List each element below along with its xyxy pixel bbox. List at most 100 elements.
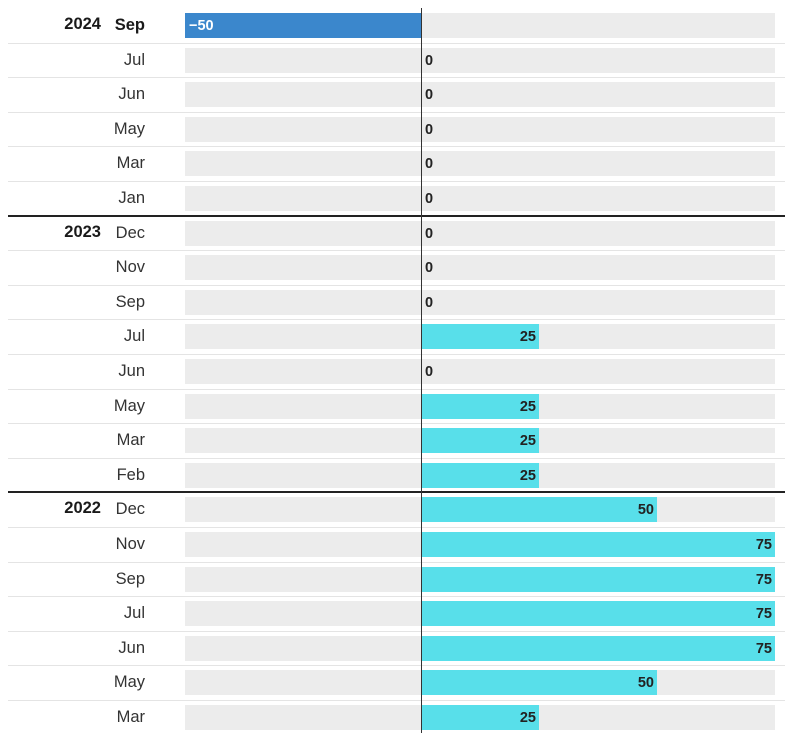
chart-row: May 0	[0, 111, 785, 147]
data-bar	[421, 566, 775, 592]
chart-row: 2023 Dec 0	[0, 214, 785, 251]
month-label: Jan	[118, 189, 145, 207]
data-label: 75	[755, 606, 772, 623]
month-label: Mar	[116, 154, 145, 173]
chart-row: Sep 0	[0, 284, 785, 320]
bar-track	[185, 359, 775, 384]
bar-track	[185, 151, 775, 177]
data-label: 75	[755, 537, 772, 553]
row-divider	[8, 284, 785, 286]
data-label: 0	[425, 260, 434, 277]
data-label: 25	[519, 433, 536, 450]
data-bar	[185, 13, 421, 38]
bar-track	[185, 220, 775, 246]
data-label: 0	[425, 121, 434, 138]
row-divider	[8, 250, 785, 252]
month-label: Dec	[115, 223, 145, 242]
chart-row: 2024 Sep −50	[0, 8, 785, 43]
row-divider	[8, 354, 785, 355]
data-label: 75	[755, 640, 772, 657]
bar-track	[185, 255, 775, 281]
chart-row: May 50	[0, 665, 785, 700]
month-label: Jun	[118, 85, 145, 104]
month-label: Dec	[115, 500, 145, 519]
bar-track	[185, 116, 775, 142]
month-label: Mar	[116, 431, 145, 450]
row-divider	[8, 388, 785, 390]
row-divider	[8, 77, 785, 79]
zero-axis-line	[421, 8, 422, 733]
data-bar	[421, 705, 539, 730]
chart-row: Mar 0	[0, 146, 785, 181]
row-divider	[8, 700, 785, 701]
chart-row: Jun 0	[0, 354, 785, 389]
year-label: 2023	[64, 222, 101, 241]
data-bar	[421, 324, 539, 350]
row-divider	[8, 423, 785, 425]
year-divider	[8, 214, 785, 217]
chart-row: Sep 75	[0, 561, 785, 597]
month-label: Sep	[115, 292, 145, 311]
chart-row: Jul 0	[0, 42, 785, 78]
month-label: Jun	[118, 362, 145, 380]
data-bar	[421, 635, 775, 661]
month-label: Jun	[118, 638, 145, 657]
year-label: 2024	[64, 15, 101, 33]
data-label: 0	[425, 156, 434, 173]
data-label: 25	[519, 710, 536, 726]
chart-row: Nov 75	[0, 527, 785, 562]
month-label: May	[113, 119, 145, 138]
row-divider	[8, 596, 785, 598]
chart-row: Jul 25	[0, 319, 785, 354]
data-bar	[421, 428, 539, 454]
row-divider	[8, 630, 785, 632]
month-label: Sep	[114, 16, 145, 34]
row-divider	[8, 665, 785, 667]
chart-row: Jul 75	[0, 596, 785, 631]
chart-row: Feb 25	[0, 457, 785, 493]
row-divider	[8, 146, 785, 148]
data-label: 75	[755, 571, 772, 588]
chart-row: May 25	[0, 388, 785, 424]
row-divider	[8, 111, 785, 113]
data-bar	[421, 601, 775, 627]
data-bar	[421, 393, 539, 419]
data-label: −50	[189, 18, 214, 34]
data-label: 0	[425, 225, 434, 242]
data-label: 0	[425, 52, 434, 69]
chart-row: Jun 75	[0, 630, 785, 666]
month-label: May	[113, 673, 145, 692]
bar-track	[185, 82, 775, 108]
bar-track	[185, 47, 775, 73]
year-divider	[8, 491, 785, 494]
row-divider	[8, 181, 785, 182]
data-label: 50	[637, 502, 654, 519]
data-bar	[421, 462, 539, 488]
month-label: Nov	[115, 258, 145, 277]
data-label: 0	[425, 364, 434, 380]
month-label: Jul	[123, 50, 145, 69]
chart-row: Nov 0	[0, 250, 785, 285]
chart-row: Mar 25	[0, 423, 785, 458]
row-divider	[8, 42, 785, 44]
row-divider	[8, 561, 785, 563]
data-label: 0	[425, 191, 434, 207]
chart-row: Mar 25	[0, 700, 785, 735]
row-divider	[8, 527, 785, 528]
chart-row: Jun 0	[0, 77, 785, 112]
data-bar	[421, 497, 657, 523]
bar-track	[185, 186, 775, 211]
data-label: 0	[425, 294, 434, 311]
month-label: Jul	[123, 604, 145, 623]
bar-track	[185, 289, 775, 315]
month-label: Feb	[116, 465, 145, 484]
data-label: 25	[519, 398, 536, 415]
month-label: Mar	[116, 708, 145, 726]
month-label: Nov	[115, 535, 145, 553]
month-label: Jul	[123, 327, 145, 346]
data-label: 25	[519, 467, 536, 484]
data-label: 0	[425, 87, 434, 104]
year-label: 2022	[64, 499, 101, 518]
data-label: 50	[637, 675, 654, 692]
